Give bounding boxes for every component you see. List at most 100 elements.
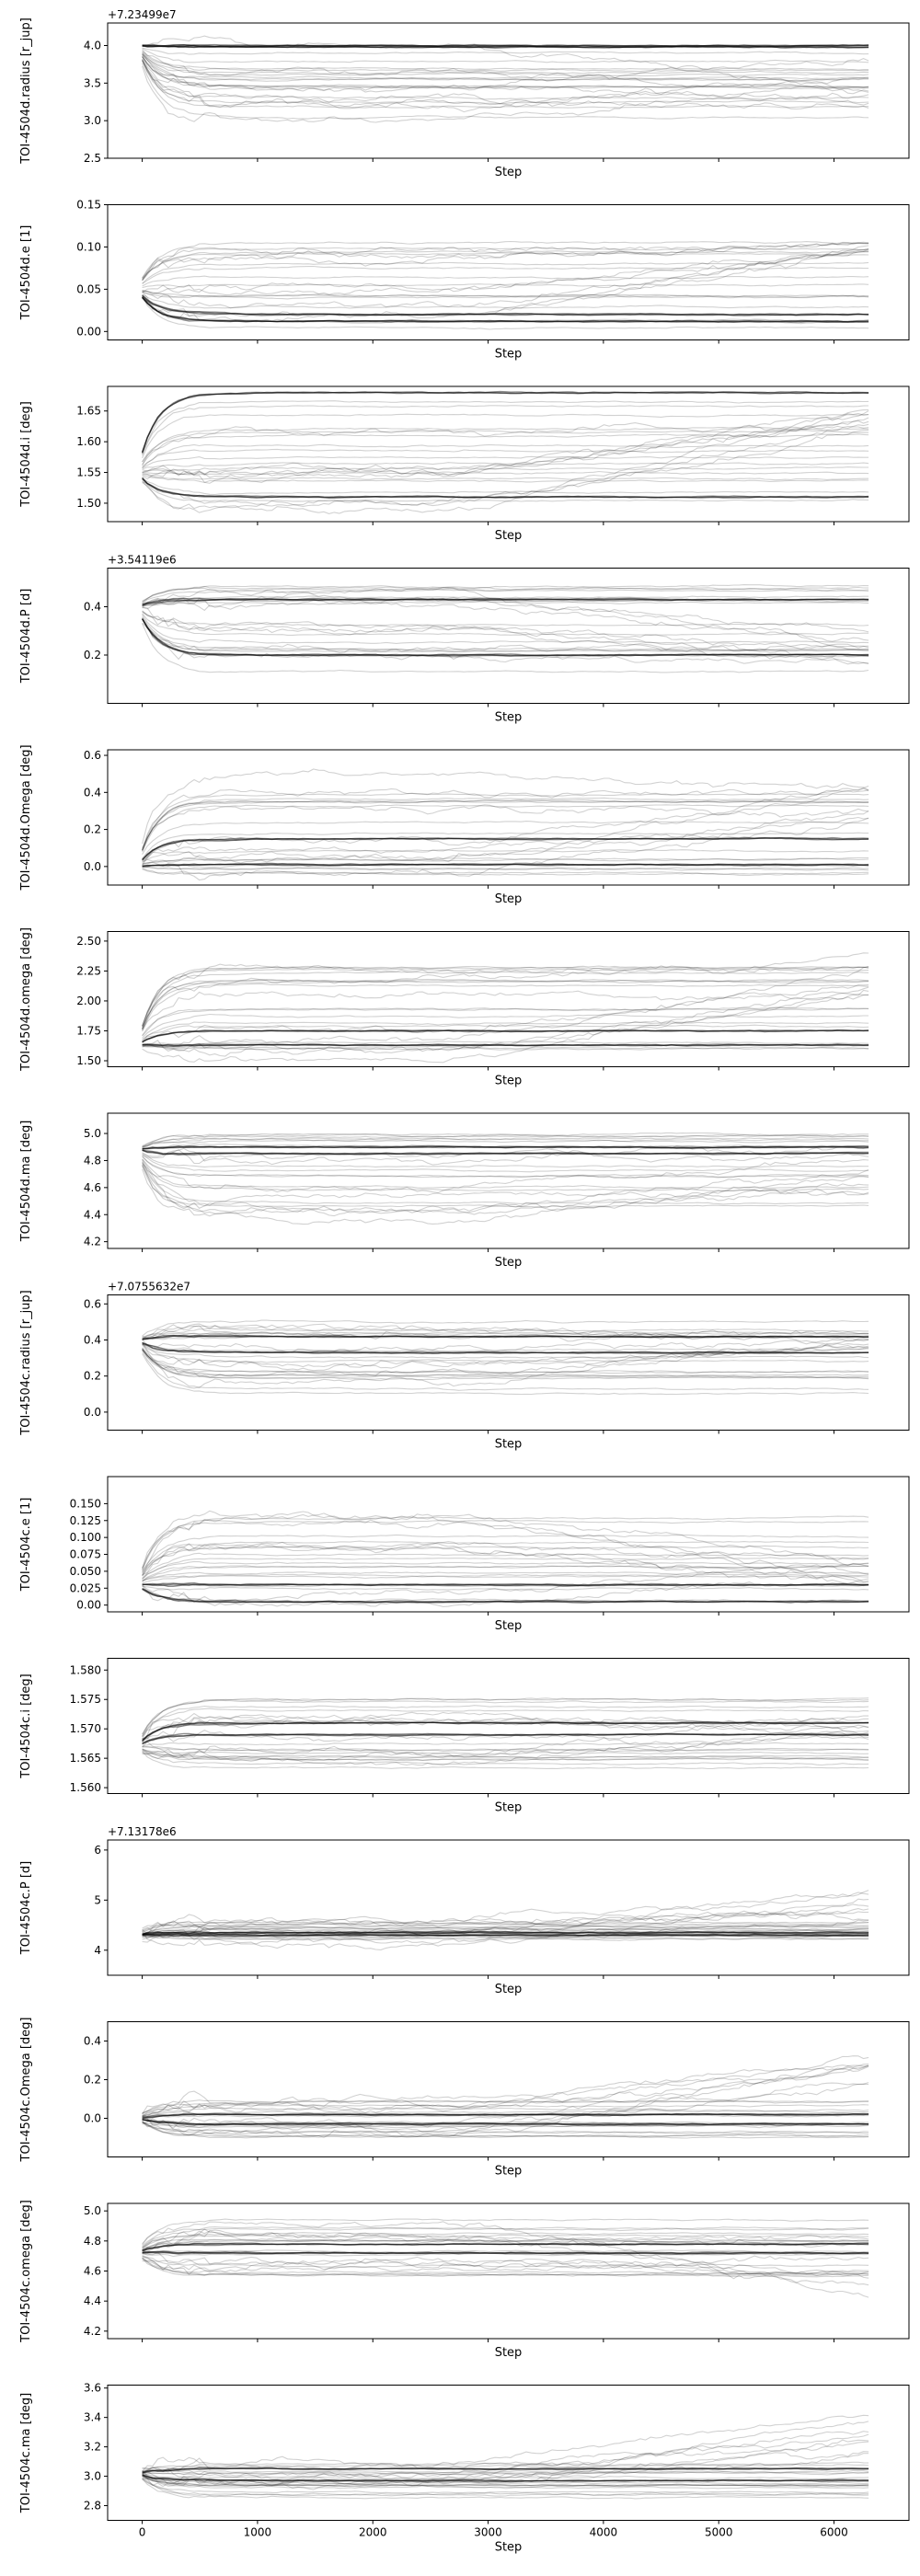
walker-line [142,2439,869,2490]
walker-line [142,1726,869,1762]
walker-line [142,849,869,863]
y-tick-label: 4.8 [84,2235,101,2248]
x-axis-label: Step [495,529,523,543]
axes-frame [107,204,910,340]
walker-line [142,1158,869,1192]
walker-line [142,1751,869,1770]
walker-line [142,1139,869,1148]
walker-line [142,1748,869,1755]
walker-line-dense [142,1029,869,1043]
walker-line [142,592,869,633]
walker-line [142,598,869,607]
walker-line-dense [142,836,869,860]
walker-line [142,607,869,658]
y-tick-label: 0.025 [70,1581,101,1594]
walker-line [142,2453,869,2486]
walker-line [142,2238,869,2250]
walker-line [142,2122,869,2138]
y-tick-label: 4.6 [84,2265,101,2278]
walker-line [142,1571,869,1581]
walker-line [142,35,869,95]
walker-line [142,52,869,75]
walker-line [142,2110,869,2118]
walker-line [142,1926,869,1935]
walker-line [142,610,869,665]
walker-line [142,1338,869,1388]
walker-line-dense [142,597,869,605]
walker-line [142,1348,869,1374]
walker-line-dense [142,1334,869,1340]
walker-line [142,799,869,851]
walker-line-dense [142,862,869,868]
walker-line [142,1144,869,1165]
walker-line [142,60,869,113]
walker-line [142,614,869,644]
walker-line [142,2082,869,2133]
walker-line [142,1573,869,1581]
walker-line [142,1565,869,1581]
walker-line [142,65,869,123]
walker-line [142,1892,869,1933]
y-tick-label: 4.0 [84,40,101,52]
walker-line-dense [141,618,869,657]
y-tick-label: 0.050 [70,1565,101,1578]
walker-line [142,296,869,325]
walker-line [142,293,869,309]
y-tick-label: 0.100 [70,1531,101,1544]
walker-line [142,1006,869,1037]
walker-line-dense [142,1930,869,1936]
walker-lines [142,240,869,330]
walker-line-dense [142,1342,869,1354]
y-tick-label: 0.6 [84,749,101,762]
y-tick-label: 1.560 [70,1781,101,1794]
walker-line [142,1158,869,1190]
y-axis-label: TOI-4504c.ma [deg] [19,2393,33,2513]
walker-line [142,1934,869,1938]
walker-line [142,1348,869,1378]
y-tick-label: 4.4 [84,2294,101,2307]
walker-line-dense [142,294,869,316]
walker-line [142,2065,869,2138]
axis-offset-label: +7.23499e7 [108,8,177,21]
y-tick-label: 3.5 [84,76,101,89]
walker-line [142,979,869,1029]
walker-lines [142,1510,869,1607]
walker-line [142,1351,869,1391]
walker-line [142,250,869,309]
walker-line-dense [142,1043,869,1048]
y-axis-label: TOI-4504d.P [d] [19,589,33,684]
walker-line-dense [142,1732,869,1744]
trace-panel-5: 0.0 0.2 0.4 0.6 Step TOI-4504d.Omega [deg] [19,744,910,906]
trace-panel-13: 4.2 4.4 4.6 4.8 5.0 Step TOI-4504c.omega [deg] [19,2200,910,2360]
walker-line [142,1934,869,1938]
walker-line [142,2239,869,2252]
walker-line [142,2121,869,2138]
y-tick-label: 4.4 [84,1208,101,1221]
walker-line [142,2255,869,2276]
y-tick-label: 0.00 [76,1599,101,1612]
walker-line [142,1697,869,1735]
walker-line-dense [142,477,869,499]
y-tick-label: 0.4 [84,2035,101,2048]
walker-line [142,613,869,636]
walker-line [142,245,869,317]
walker-line [142,989,869,1064]
walker-line-dense [142,597,869,605]
walker-line [142,599,869,642]
y-tick-label: 1.50 [76,497,101,510]
walker-line [142,48,869,63]
y-tick-label: 0.0 [84,1406,101,1419]
walker-line [142,2234,869,2250]
walker-line [142,59,869,107]
walker-line-dense [142,1334,869,1340]
x-axis-label: Step [495,1619,523,1633]
walker-line [142,474,869,483]
walker-line [142,1697,869,1737]
y-tick-label: 2.25 [76,964,101,977]
walker-line [142,247,869,280]
walker-line [142,410,869,483]
walker-line [142,54,869,88]
walker-line-dense [142,2474,869,2483]
walker-line [142,618,869,659]
walker-line [142,59,869,100]
